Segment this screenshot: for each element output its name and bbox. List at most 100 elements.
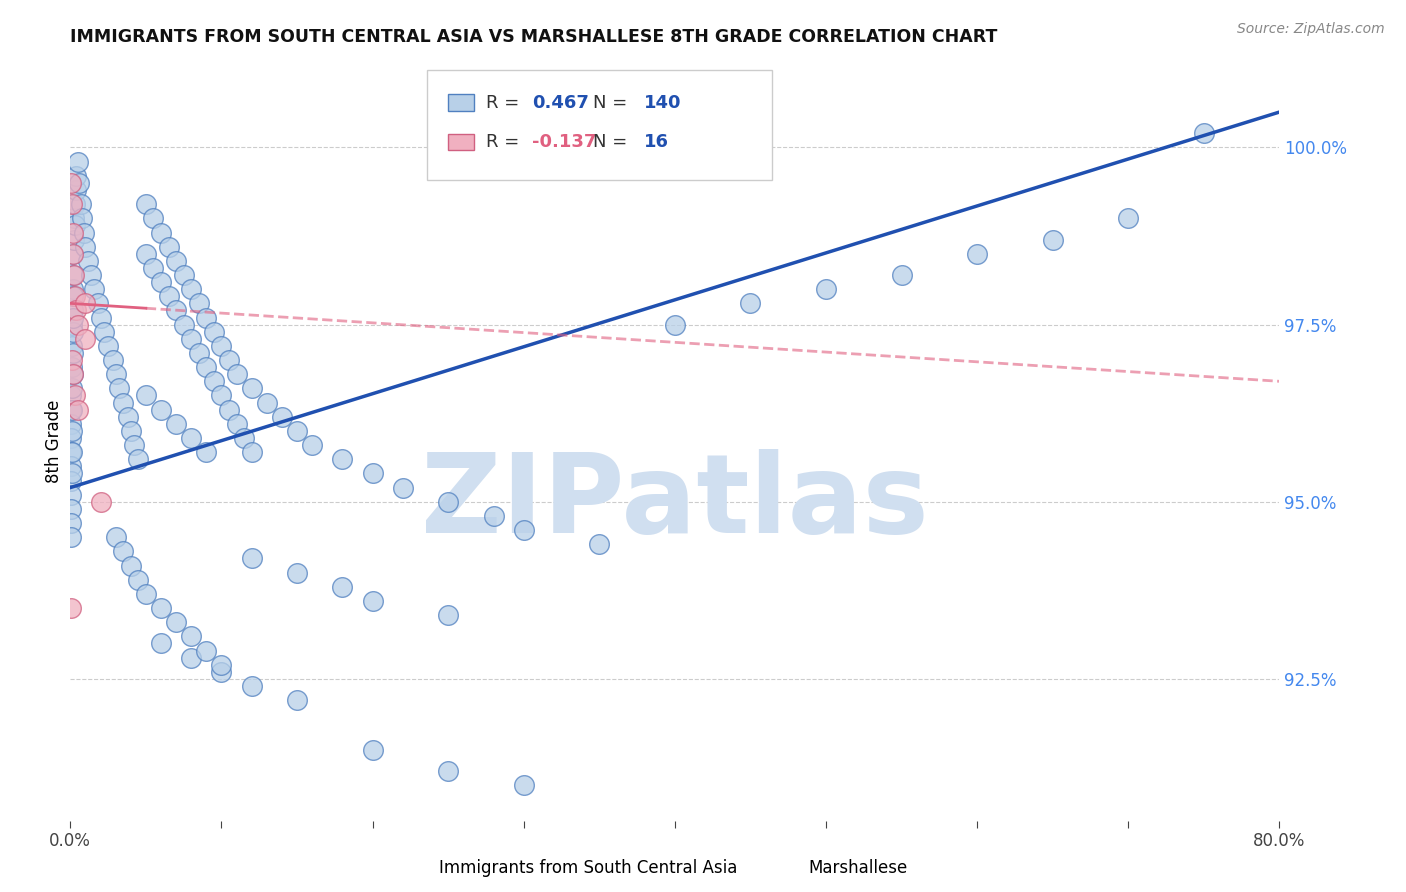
Point [120,558,142,573]
Point [104,530,127,544]
Point [240,445,263,459]
Point [122,438,145,452]
Point [240,381,263,395]
Text: Marshallese: Marshallese [808,859,907,877]
Point [127,573,149,587]
Point [180,650,202,665]
Point [482,508,505,523]
Point [240,679,263,693]
Point [1118,211,1140,226]
Point [165,253,187,268]
Point [202,374,225,388]
Point [285,424,308,438]
Point [513,523,536,537]
Point [107,381,129,395]
Point [83,282,105,296]
Point [117,409,139,424]
Point [60,445,83,459]
Text: R =: R = [486,133,526,151]
Text: -0.137: -0.137 [533,133,596,151]
Point [361,467,384,481]
Point [233,431,256,445]
Point [195,445,218,459]
Bar [447,95,474,111]
Point [173,318,195,332]
Point [142,211,165,226]
Point [62,368,84,382]
Point [60,488,83,502]
Point [60,516,83,530]
Point [361,743,384,757]
Point [256,395,278,409]
Point [62,268,84,282]
Point [60,197,83,211]
Point [62,325,84,339]
Point [664,318,686,332]
Bar [404,859,429,876]
Point [75,296,97,310]
Point [815,282,838,296]
Point [90,310,111,325]
Text: 0.467: 0.467 [533,94,589,112]
Point [157,240,180,254]
Point [437,764,460,778]
Point [90,495,111,509]
Point [391,481,415,495]
Point [97,339,120,353]
Point [60,353,83,368]
Point [187,296,209,310]
Point [62,226,84,240]
Point [218,402,240,417]
Point [65,183,87,197]
Point [202,325,225,339]
Point [240,551,263,566]
Point [211,657,233,672]
Point [135,246,157,260]
Point [60,402,83,417]
Point [60,424,83,438]
Point [73,226,96,240]
Point [150,601,173,615]
Point [60,176,83,190]
Point [1042,233,1064,247]
Point [112,544,135,558]
Point [285,693,308,707]
Point [135,197,157,211]
Point [66,402,89,417]
Point [60,467,83,481]
Point [62,289,84,303]
Point [62,282,84,296]
Point [60,339,83,353]
Point [63,197,86,211]
Bar [447,134,474,151]
Text: N =: N = [593,94,633,112]
Point [332,452,354,467]
Point [65,169,87,183]
Point [180,431,202,445]
Point [150,226,173,240]
Point [72,211,94,226]
Bar [772,859,799,876]
Point [195,310,218,325]
Point [75,240,97,254]
Point [150,275,173,289]
Point [63,268,86,282]
Point [60,360,83,375]
Text: ZIPatlas: ZIPatlas [420,449,929,556]
Point [62,368,84,382]
Point [150,636,173,650]
Point [180,629,202,643]
Point [225,368,247,382]
Point [588,537,610,551]
Point [437,608,460,623]
Point [62,346,84,360]
Point [301,438,323,452]
Point [101,353,124,368]
Point [135,388,157,402]
Point [80,268,103,282]
Text: IMMIGRANTS FROM SOUTH CENTRAL ASIA VS MARSHALLESE 8TH GRADE CORRELATION CHART: IMMIGRANTS FROM SOUTH CENTRAL ASIA VS MA… [70,28,998,45]
Point [513,778,536,792]
Point [65,303,87,318]
Point [66,154,89,169]
Text: R =: R = [486,94,526,112]
